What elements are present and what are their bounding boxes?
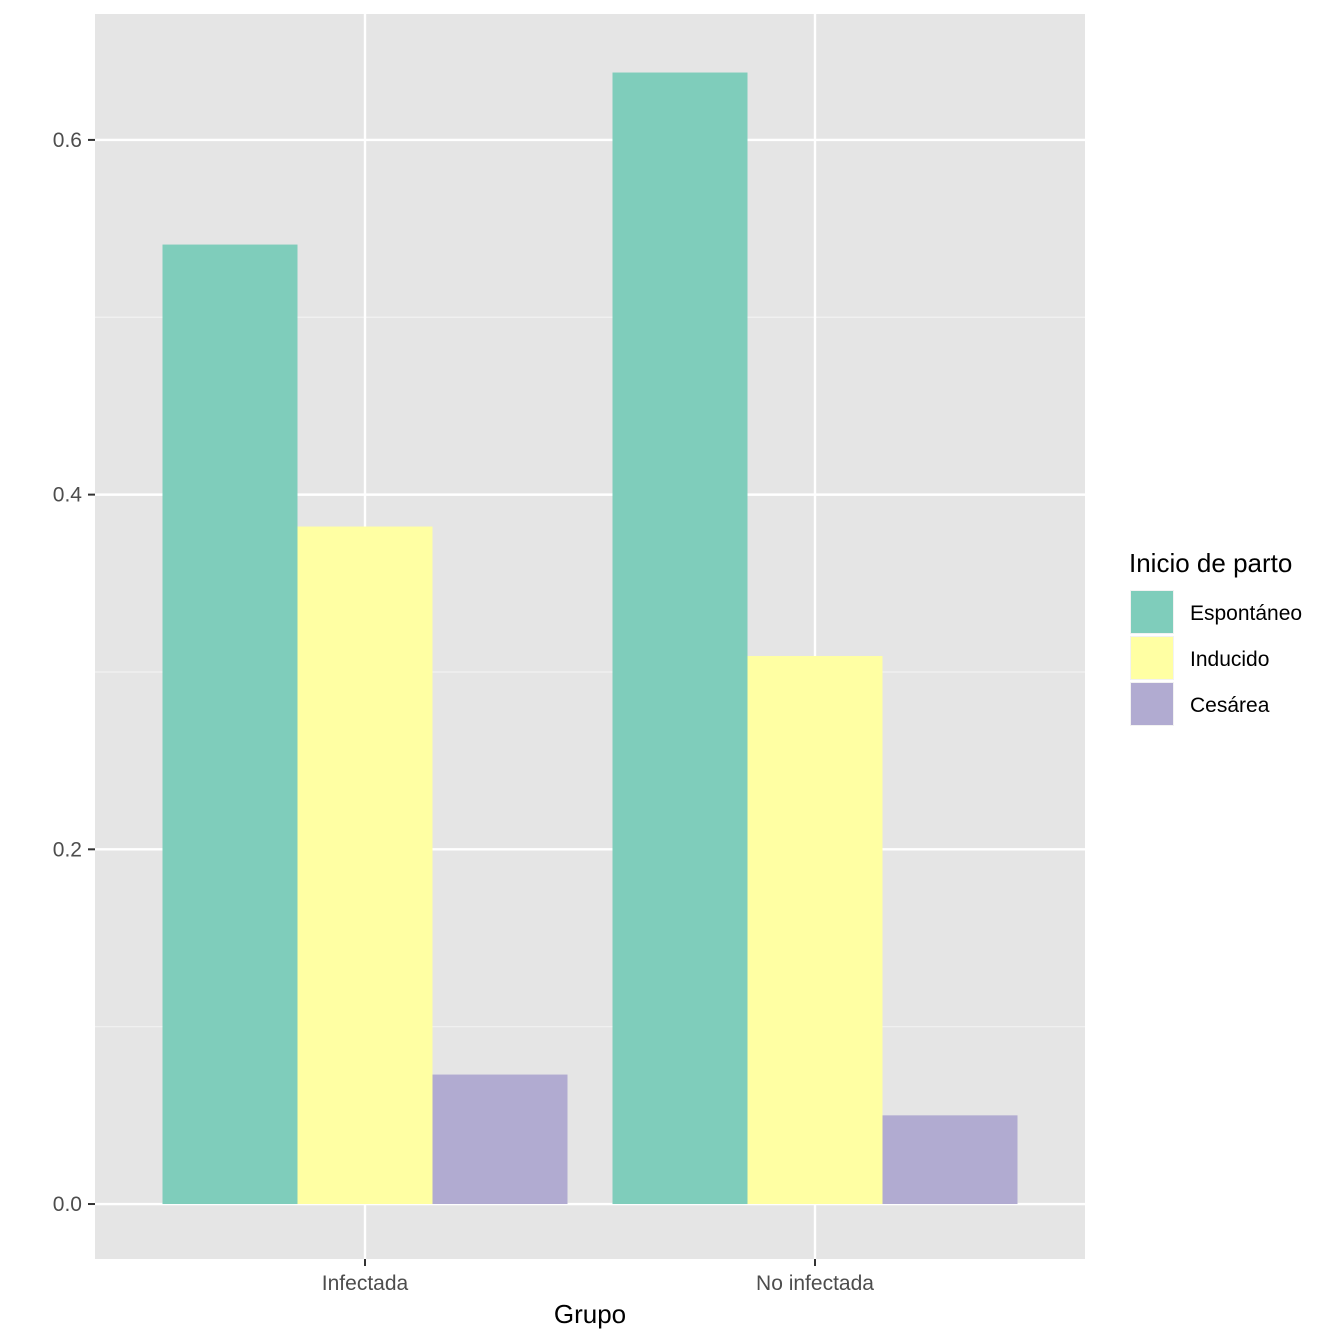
y-tick-label: 0.6 [53,129,82,152]
legend-key-swatch [1131,683,1173,725]
legend-label: Inducido [1190,648,1269,671]
bar [297,526,433,1205]
x-tick-label: Infectada [322,1272,409,1295]
legend-key-swatch [1131,591,1173,633]
bar [882,1115,1018,1205]
legend-title: Inicio de parto [1129,548,1292,578]
bars [162,72,1018,1205]
x-tick-label: No infectada [756,1272,874,1295]
bar [612,72,748,1205]
legend-key-swatch [1131,637,1173,679]
bar [747,656,883,1205]
y-axis: 0.0 0.2 0.4 0.6 [53,129,95,1216]
y-tick-label: 0.4 [53,484,83,507]
legend: Inicio de parto Espontáneo Inducido Cesáre… [1129,548,1302,726]
x-axis-title: Grupo [554,1299,626,1329]
x-axis: Infectada No infectada [322,1259,874,1295]
y-tick-label: 0.0 [53,1193,82,1216]
legend-label: Espontáneo [1190,602,1302,625]
bar [162,244,298,1205]
legend-items: Espontáneo Inducido Cesárea [1130,590,1302,726]
legend-label: Cesárea [1190,694,1270,717]
y-tick-label: 0.2 [53,838,82,861]
bar [432,1074,568,1205]
